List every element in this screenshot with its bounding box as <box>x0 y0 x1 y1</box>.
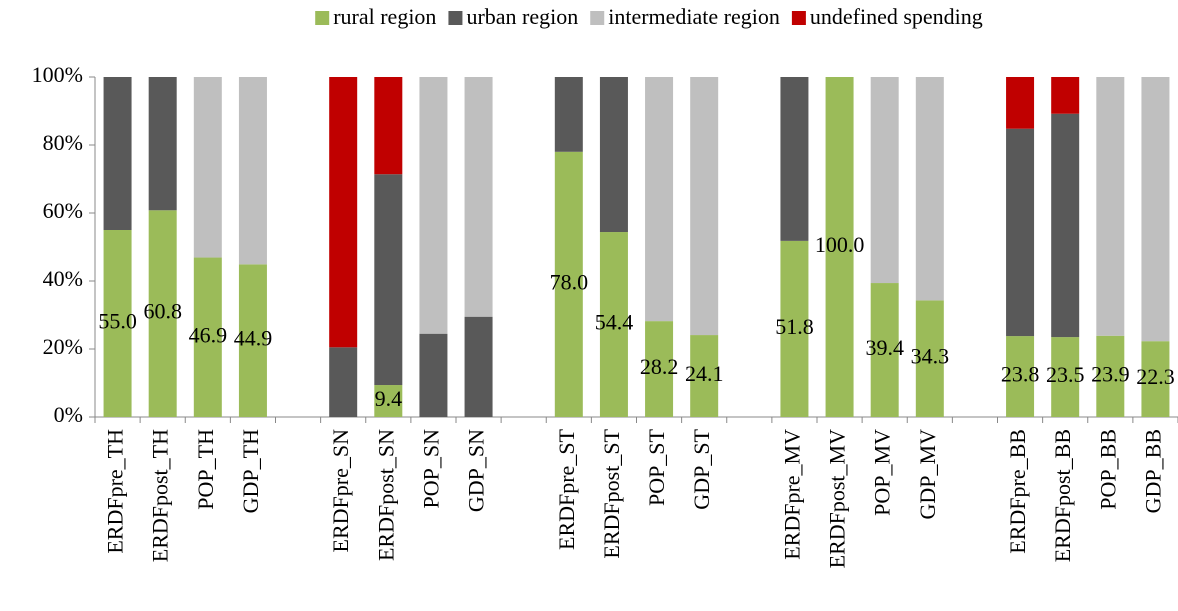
legend-swatch <box>791 11 806 25</box>
legend-swatch <box>315 11 330 25</box>
bar-segment <box>1141 77 1170 342</box>
bar-segment <box>1051 77 1080 114</box>
data-label: 100.0 <box>815 232 865 257</box>
bar-segment <box>780 240 809 417</box>
x-tick-label: ERDFpre_SN <box>328 429 353 553</box>
bar-segment <box>329 77 358 348</box>
bar-segment <box>238 264 267 417</box>
bar-segment <box>645 77 674 322</box>
x-tick-label: ERDFpost_MV <box>825 429 850 568</box>
y-tick-label: 60% <box>43 198 83 223</box>
bar-segment <box>554 151 583 418</box>
bar-segment <box>1051 337 1080 417</box>
x-tick-label: ERDFpre_BB <box>1005 429 1030 554</box>
x-tick-label: ERDFpre_TH <box>103 429 128 554</box>
x-tick-label: ERDFpost_SN <box>373 429 398 561</box>
bar-segment <box>1006 336 1035 417</box>
bar-segment <box>690 77 719 336</box>
data-label: 34.3 <box>911 344 950 369</box>
bar-segment <box>554 77 583 152</box>
data-label: 23.9 <box>1091 361 1130 386</box>
bar-segment <box>1141 341 1170 417</box>
bar-segment <box>1006 128 1035 337</box>
bar-segment <box>103 230 132 417</box>
y-tick-label: 20% <box>43 334 83 359</box>
bar-segment <box>464 316 493 417</box>
bar-segment <box>690 335 719 417</box>
y-tick-label: 100% <box>32 62 83 87</box>
bar-segment <box>148 210 177 417</box>
data-label: 22.3 <box>1136 364 1175 389</box>
data-label: 60.8 <box>143 299 182 324</box>
legend-label: urban region <box>466 4 578 29</box>
bar-segment <box>103 77 132 230</box>
legend-label: intermediate region <box>608 4 780 29</box>
data-label: 44.9 <box>234 326 273 351</box>
x-tick-label: GDP_MV <box>915 429 940 520</box>
bar-segment <box>1006 77 1035 129</box>
bar-segment <box>915 300 944 417</box>
y-tick-label: 40% <box>43 266 83 291</box>
legend-swatch <box>448 11 463 25</box>
bar-segment <box>870 77 899 284</box>
data-label: 51.8 <box>775 314 814 339</box>
data-label: 23.5 <box>1046 362 1085 387</box>
bar-segment <box>329 347 358 417</box>
bar-segment <box>1096 335 1125 417</box>
bar-segment <box>374 77 403 175</box>
data-label: 9.4 <box>375 386 403 411</box>
x-tick-label: ERDFpre_ST <box>554 428 579 550</box>
legend-label: undefined spending <box>810 4 983 29</box>
bar-segment <box>148 77 177 211</box>
data-label: 23.8 <box>1001 362 1040 387</box>
data-label: 28.2 <box>640 354 679 379</box>
y-tick-label: 80% <box>43 130 83 155</box>
bar-segment <box>780 77 809 241</box>
bar-segment <box>870 283 899 417</box>
bar-segment <box>1051 113 1080 338</box>
data-label: 78.0 <box>550 269 589 294</box>
x-tick-label: POP_BB <box>1095 429 1120 510</box>
bar-segment <box>419 77 448 334</box>
x-tick-label: ERDFpost_BB <box>1050 429 1075 562</box>
x-tick-label: ERDFpost_ST <box>599 428 624 558</box>
data-label: 54.4 <box>595 310 634 335</box>
data-label: 39.4 <box>865 335 904 360</box>
bar-segment <box>599 77 628 233</box>
data-label: 55.0 <box>98 309 137 334</box>
bar-segment <box>825 77 854 417</box>
bar-segment <box>645 321 674 417</box>
bar-segment <box>915 77 944 301</box>
x-tick-label: POP_MV <box>870 429 895 516</box>
x-tick-label: POP_SN <box>418 429 443 509</box>
bar-segment <box>464 77 493 317</box>
bar-segment <box>374 385 403 417</box>
bar-segment <box>599 232 628 417</box>
legend-label: rural region <box>333 4 436 29</box>
bar-segment <box>374 174 403 386</box>
bar-segment <box>1096 77 1125 336</box>
x-tick-label: GDP_TH <box>238 429 263 513</box>
legend-swatch <box>590 11 605 25</box>
bar-segment <box>419 333 448 417</box>
data-label: 46.9 <box>189 322 228 347</box>
data-label: 24.1 <box>685 361 724 386</box>
bar-segment <box>193 257 222 417</box>
x-tick-label: GDP_SN <box>464 429 489 512</box>
x-tick-label: ERDFpre_MV <box>779 429 804 560</box>
x-tick-label: ERDFpost_TH <box>148 429 173 562</box>
x-tick-label: GDP_ST <box>689 428 714 509</box>
y-tick-label: 0% <box>54 402 83 427</box>
bar-segment <box>193 77 222 258</box>
x-tick-label: GDP_BB <box>1140 429 1165 513</box>
x-tick-label: POP_TH <box>193 429 218 510</box>
x-tick-label: POP_ST <box>644 428 669 506</box>
bar-segment <box>238 77 267 265</box>
